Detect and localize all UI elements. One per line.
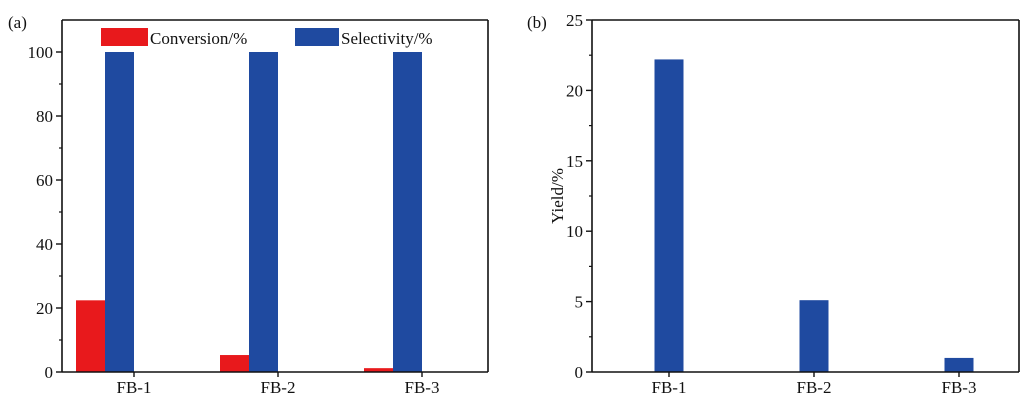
y-tick-label: 100 <box>28 43 54 62</box>
x-tick-label: FB-3 <box>405 378 440 397</box>
legend-label: Conversion/% <box>150 29 247 48</box>
panel-tag: (a) <box>8 13 27 32</box>
y-tick-label: 80 <box>36 107 53 126</box>
x-tick-label: FB-1 <box>117 378 152 397</box>
legend-swatch <box>101 28 148 46</box>
x-tick-label: FB-2 <box>261 378 296 397</box>
y-tick-label: 10 <box>566 222 583 241</box>
y-tick-label: 0 <box>45 363 54 382</box>
y-axis-title: Yield/% <box>548 168 567 224</box>
bar-selectivity-fb-2 <box>249 52 278 372</box>
y-tick-label: 60 <box>36 171 53 190</box>
legend-label: Selectivity/% <box>341 29 433 48</box>
y-tick-label: 20 <box>566 81 583 100</box>
legend-swatch <box>295 28 339 46</box>
y-tick-label: 5 <box>575 293 584 312</box>
bar-selectivity-fb-1 <box>105 52 134 372</box>
y-tick-label: 25 <box>566 11 583 30</box>
y-tick-label: 20 <box>36 299 53 318</box>
bar-conversion-fb-3 <box>364 368 393 372</box>
x-tick-label: FB-2 <box>797 378 832 397</box>
chart-panel-a: (a) 0 20 40 60 80 100 FB-1 FB-2 FB-3 Conversion/% S… <box>8 13 489 397</box>
bar-conversion-fb-2 <box>220 355 249 372</box>
y-tick-label: 40 <box>36 235 53 254</box>
chart-panel-b: (b) 0 5 10 15 20 25 FB-1 FB-2 FB-3 Yield/% <box>527 11 1020 397</box>
bar-yield-fb-1 <box>654 59 684 372</box>
bar-yield-fb-2 <box>799 300 829 372</box>
panel-tag: (b) <box>527 13 547 32</box>
bar-conversion-fb-1 <box>76 300 105 372</box>
bar-selectivity-fb-3 <box>393 52 422 372</box>
x-tick-label: FB-3 <box>942 378 977 397</box>
x-tick-label: FB-1 <box>652 378 687 397</box>
y-tick-label: 0 <box>575 363 584 382</box>
y-tick-label: 15 <box>566 152 583 171</box>
bar-yield-fb-3 <box>944 357 974 372</box>
